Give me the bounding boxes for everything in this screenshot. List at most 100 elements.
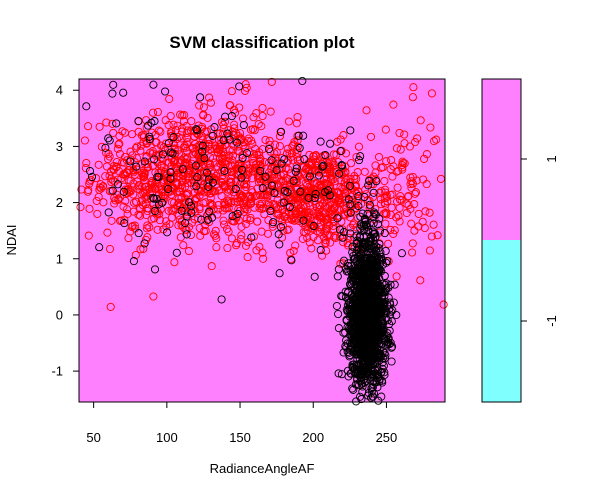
point-red: [357, 200, 366, 209]
point-red: [117, 216, 126, 225]
point-red: [95, 183, 104, 192]
point-black: [349, 335, 358, 344]
point-red: [384, 239, 393, 248]
point-black: [319, 161, 328, 170]
point-red: [386, 190, 395, 200]
point-red: [106, 302, 115, 311]
point-red: [129, 179, 138, 188]
point-red: [195, 101, 204, 110]
point-red: [199, 103, 208, 112]
point-red: [310, 216, 319, 226]
point-red: [427, 89, 436, 98]
point-red: [246, 194, 255, 203]
point-black: [104, 134, 113, 143]
point-black: [374, 352, 383, 362]
point-red: [293, 136, 302, 145]
point-black: [365, 333, 374, 342]
point-red: [222, 224, 232, 233]
point-black: [378, 347, 388, 356]
point-red: [254, 178, 263, 187]
point-red: [265, 140, 274, 149]
point-red: [237, 231, 246, 240]
point-red: [341, 168, 350, 177]
point-red: [280, 208, 289, 217]
point-black: [247, 233, 256, 242]
point-red: [182, 121, 191, 131]
point-black: [289, 176, 298, 185]
point-red: [392, 167, 401, 176]
point-black: [360, 338, 369, 347]
class-color-key: 1 -1: [481, 78, 559, 403]
point-black: [350, 318, 359, 327]
point-black: [264, 144, 274, 154]
point-red: [422, 150, 431, 159]
point-black: [378, 328, 387, 338]
point-red: [82, 158, 91, 168]
point-red: [331, 231, 340, 240]
point-red: [122, 205, 132, 214]
point-red: [93, 209, 102, 218]
x-tick-label: 50: [86, 430, 100, 445]
point-black: [361, 261, 370, 270]
point-red: [182, 134, 191, 143]
point-red: [408, 248, 417, 257]
point-red: [150, 182, 159, 191]
point-black: [277, 127, 286, 136]
point-black: [355, 392, 365, 401]
point-red: [335, 196, 344, 205]
point-red: [329, 160, 338, 170]
point-black: [346, 229, 355, 238]
point-black: [341, 293, 350, 302]
point-black: [372, 291, 381, 300]
point-red: [366, 132, 376, 141]
point-black: [158, 150, 167, 159]
point-red: [285, 149, 294, 158]
point-black: [164, 184, 173, 194]
point-red: [196, 231, 205, 240]
point-red: [293, 156, 302, 165]
point-black: [339, 228, 348, 237]
point-black: [208, 213, 217, 222]
point-black: [374, 340, 383, 349]
point-red: [124, 234, 133, 243]
point-red: [315, 201, 324, 210]
point-red: [242, 160, 251, 169]
point-red: [255, 151, 264, 160]
point-red: [341, 188, 350, 198]
point-red: [302, 207, 312, 216]
point-red: [221, 183, 230, 192]
point-red: [143, 221, 152, 230]
point-red: [267, 205, 276, 215]
point-red: [186, 230, 196, 240]
point-red: [389, 100, 398, 109]
point-red: [305, 238, 314, 247]
point-red: [153, 107, 162, 117]
point-red: [218, 175, 227, 184]
point-black: [364, 272, 373, 281]
point-red: [313, 236, 322, 245]
point-red: [414, 209, 423, 218]
point-red: [432, 135, 441, 144]
point-red: [380, 176, 389, 186]
point-red: [307, 244, 316, 253]
point-red: [339, 205, 348, 214]
y-axis: -1 0 1 2 3 4: [51, 83, 80, 379]
point-red: [182, 190, 191, 200]
point-black: [182, 230, 191, 239]
point-black: [334, 324, 343, 333]
point-black: [266, 207, 275, 216]
point-red: [113, 190, 122, 199]
point-black: [101, 143, 110, 152]
point-red: [163, 176, 172, 185]
point-red: [176, 110, 185, 119]
point-red: [351, 181, 360, 190]
point-red: [408, 179, 417, 188]
point-red: [291, 206, 300, 215]
point-black: [347, 261, 356, 271]
point-black: [347, 306, 357, 315]
point-black: [105, 136, 114, 145]
point-black: [150, 117, 159, 126]
point-black: [153, 172, 162, 181]
point-red: [335, 199, 344, 208]
